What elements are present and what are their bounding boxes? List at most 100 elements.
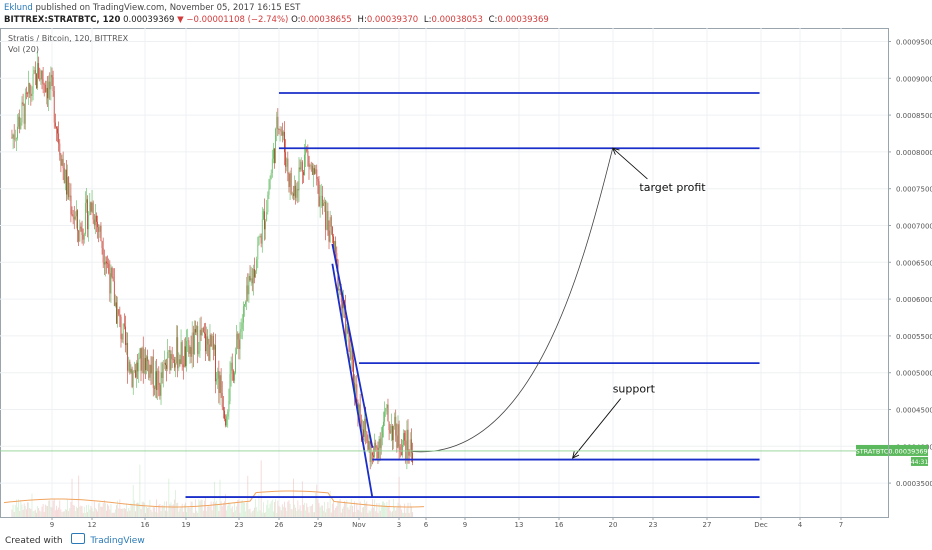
volume-bar <box>359 501 361 517</box>
candle-body <box>131 368 133 387</box>
symbol-name[interactable]: BITTREX:STRATBTC, 120 <box>4 15 121 25</box>
candle-body <box>366 431 368 441</box>
candle-body <box>163 362 165 364</box>
candle-body <box>262 211 264 220</box>
candle-body <box>199 329 201 351</box>
volume-bar <box>143 502 145 517</box>
volume-bar <box>370 508 372 517</box>
candle-body <box>277 116 279 130</box>
volume-bar <box>408 512 410 517</box>
candles <box>11 51 413 470</box>
candle-body <box>69 195 71 198</box>
volume-bar <box>390 512 392 517</box>
volume-bar <box>40 511 42 517</box>
candle-body <box>90 202 92 212</box>
candle-body <box>191 332 193 357</box>
volume-bar <box>199 501 201 517</box>
volume-bar <box>403 512 404 517</box>
volume-bar <box>329 490 331 517</box>
candle-body <box>379 438 381 449</box>
candle-body <box>118 309 120 315</box>
candle-body <box>13 134 15 140</box>
candle-body <box>98 227 100 232</box>
volume-bar <box>77 508 78 517</box>
volume-bar <box>318 503 320 517</box>
candle-body <box>229 374 231 401</box>
volume-bar <box>140 509 142 517</box>
candle-body <box>107 263 109 264</box>
candle-body <box>355 384 357 393</box>
volume-bar <box>206 510 208 517</box>
volume-bar <box>11 509 13 517</box>
candle-body <box>346 325 348 342</box>
candle-body <box>365 418 367 432</box>
candle-body <box>155 371 156 389</box>
legend-series-title[interactable]: Stratis / Bitcoin, 120, BITTREX <box>8 34 129 43</box>
volume-bar <box>304 502 305 517</box>
volume-bar <box>76 506 77 517</box>
x-tick-label: 9 <box>50 521 54 529</box>
time-axis[interactable]: 9 12 16 19 23 26 29 Nov 3 6 9 13 16 20 23 27 Dec 4 7 <box>50 517 843 529</box>
volume-ma-line <box>3 490 425 508</box>
volume-bar <box>340 512 342 517</box>
volume-bar <box>22 509 24 517</box>
volume-bar <box>374 499 376 517</box>
volume-bar <box>240 500 242 517</box>
volume-bar <box>298 509 300 517</box>
candle-body <box>136 362 137 378</box>
candle-body <box>315 169 317 174</box>
candle-body <box>93 219 95 226</box>
candle-body <box>245 301 246 305</box>
candle-body <box>161 372 163 379</box>
candle-body <box>304 154 305 176</box>
volume-bar <box>389 510 391 517</box>
volume-bar <box>147 508 149 517</box>
volume-bar <box>61 512 63 517</box>
volume-bar <box>296 510 298 517</box>
volume-bar <box>283 506 284 517</box>
candle-body <box>109 273 111 294</box>
candle-body <box>58 133 60 144</box>
candle-body <box>386 404 388 409</box>
candle-body <box>178 359 180 369</box>
candle-body <box>240 329 242 332</box>
volume-bar <box>407 502 409 517</box>
candle-body <box>400 452 402 456</box>
x-tick-label: 3 <box>397 521 401 529</box>
legend-volume[interactable]: Vol (20) <box>8 45 39 54</box>
candle-body <box>319 196 321 207</box>
candle-body <box>372 452 373 456</box>
candle-body <box>89 202 91 216</box>
volume-bar <box>130 503 132 517</box>
candle-body <box>373 455 374 457</box>
volume-bar <box>185 502 186 517</box>
volume-bar <box>259 510 261 517</box>
author-link[interactable]: Eklund <box>4 3 33 13</box>
volume-bar <box>246 502 248 517</box>
candle-body <box>207 336 209 345</box>
candle-body <box>382 426 383 438</box>
volume-bar <box>218 511 220 517</box>
candle-body <box>26 92 27 94</box>
volume-bar <box>257 511 259 517</box>
candle-body <box>70 195 72 215</box>
volume-bar <box>127 511 129 517</box>
tradingview-logo-icon[interactable] <box>71 533 86 544</box>
candle-body <box>183 346 185 368</box>
candle-body <box>412 452 413 463</box>
candle-body <box>246 285 248 302</box>
tradingview-link[interactable]: TradingView <box>90 536 145 546</box>
volume-bar <box>284 501 285 517</box>
candle-body <box>377 447 379 459</box>
volume-bar <box>393 499 394 517</box>
volume-bar <box>122 508 124 517</box>
volume-bar <box>91 508 93 517</box>
candle-body <box>321 195 323 207</box>
candle-body <box>284 131 285 153</box>
volume-bar <box>230 508 232 517</box>
candle-body <box>285 152 287 167</box>
candle-body <box>231 362 233 371</box>
